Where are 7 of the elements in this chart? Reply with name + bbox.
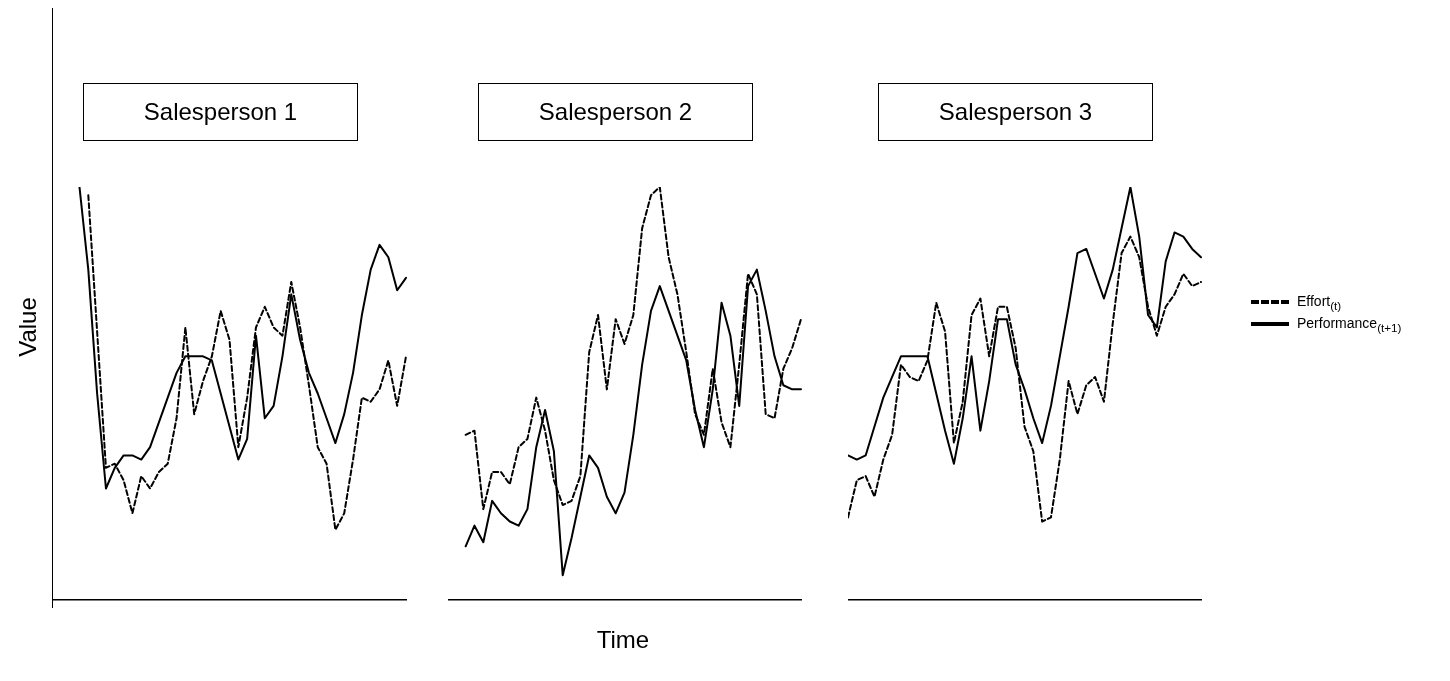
legend-label: Performance$_{(t+1)}$ xyxy=(1297,314,1402,334)
chart-title: Salesperson 2 xyxy=(538,98,693,126)
y-axis-title: Value xyxy=(14,297,42,357)
chart-title: Salesperson 1 xyxy=(143,98,298,126)
legend-label: Effort$_{(t)}$ xyxy=(1297,292,1342,312)
chart-title: Salesperson 3 xyxy=(938,98,1093,126)
x-axis-title: Time xyxy=(595,626,651,654)
